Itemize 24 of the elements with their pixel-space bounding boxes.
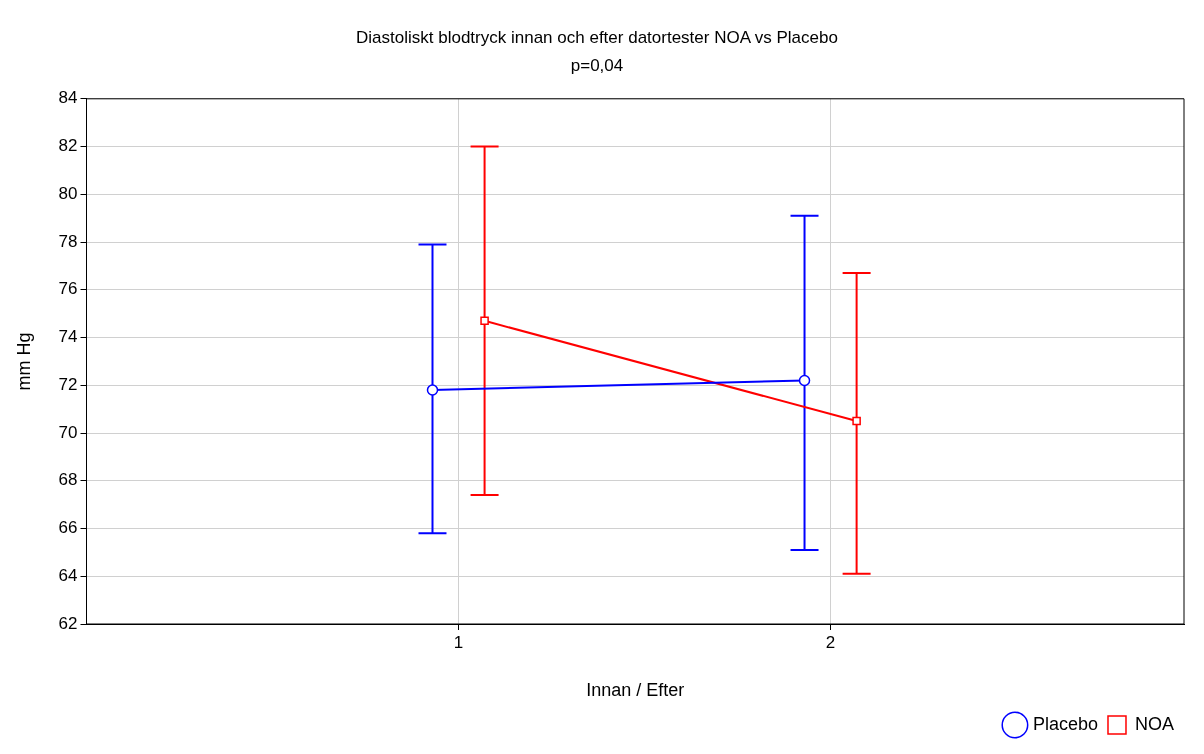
point — [852, 416, 861, 426]
legend-label: Placebo — [1032, 713, 1099, 734]
y-tick-label: 80 — [58, 183, 78, 203]
x-axis-title: Innan / Efter — [586, 680, 685, 701]
y-tick-label: 70 — [58, 422, 78, 442]
y-tick-label: 68 — [58, 470, 78, 490]
x-tick-label: 2 — [825, 632, 836, 652]
y-tick-label: 64 — [58, 565, 78, 585]
y-tick-label: 66 — [58, 518, 78, 538]
y-tick-label: 74 — [58, 327, 78, 347]
y-tick-label: 78 — [58, 231, 78, 251]
chart-title: Diastoliskt blodtryck innan och efter datortester NOA vs Placebo — [356, 27, 838, 47]
point — [426, 384, 439, 396]
point — [480, 316, 489, 326]
y-tick-label: 76 — [58, 279, 78, 299]
x-tick-label: 1 — [453, 632, 464, 652]
y-tick-label: 84 — [58, 88, 78, 108]
chart-subtitle: p=0,04 — [570, 56, 624, 76]
y-tick-label: 62 — [58, 613, 78, 633]
point — [798, 374, 811, 387]
y-axis-title: mm Hg — [13, 332, 34, 391]
y-tick-label: 72 — [58, 374, 78, 394]
legend-label: NOA — [1134, 713, 1175, 734]
y-tick-label: 82 — [58, 136, 78, 156]
